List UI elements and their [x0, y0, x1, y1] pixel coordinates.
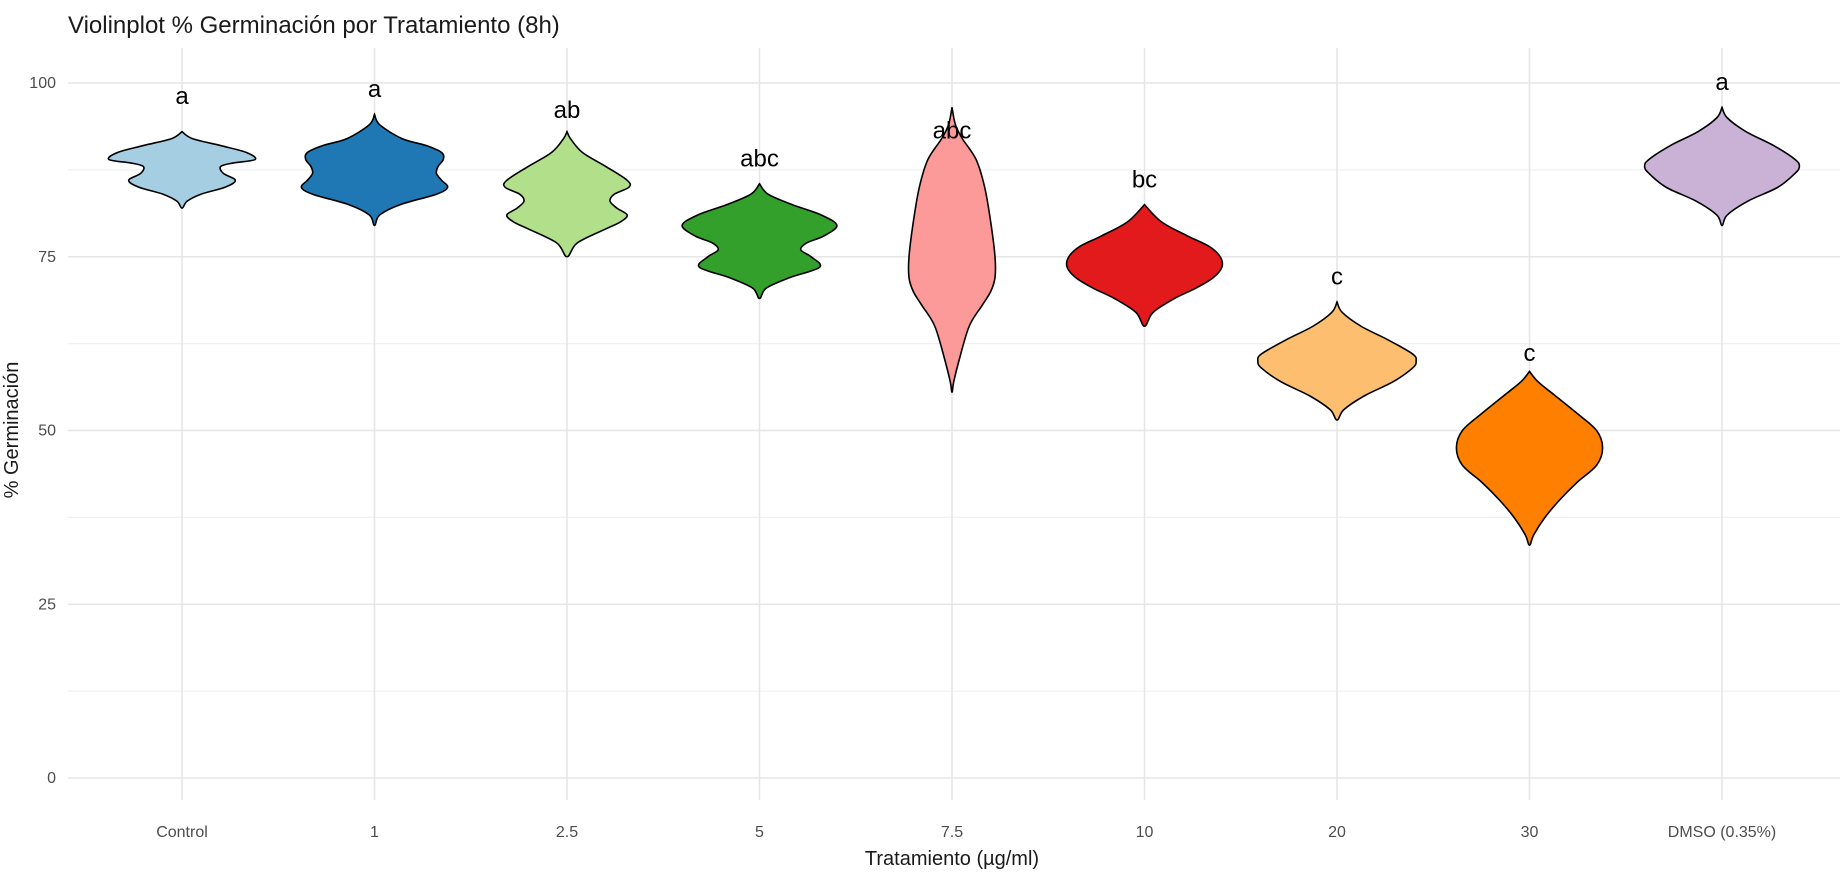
violins [107, 105, 1801, 546]
violin-10 [1065, 203, 1224, 328]
significance-letter: a [368, 76, 382, 103]
x-tick-label: 2.5 [556, 824, 578, 841]
x-tick-label: 30 [1521, 824, 1539, 841]
significance-letter: c [1331, 264, 1343, 291]
violin-1 [300, 112, 449, 227]
significance-letter: bc [1132, 166, 1157, 193]
violin-7-5 [907, 107, 997, 394]
y-tick-label: 50 [38, 423, 56, 440]
significance-letter: a [1715, 69, 1729, 96]
significance-letters: a a ab abc abc bc c c a [175, 69, 1729, 367]
x-tick-label: 20 [1328, 824, 1346, 841]
significance-letter: c [1524, 340, 1536, 367]
y-tick-label: 100 [29, 75, 56, 92]
x-tick-label: 10 [1136, 824, 1154, 841]
x-tick-label: 5 [755, 824, 764, 841]
violin-2-5 [502, 129, 632, 258]
x-tick-label: DMSO (0.35%) [1668, 824, 1776, 841]
y-axis-ticks: 0 25 50 75 100 [29, 75, 56, 787]
significance-letter: abc [740, 145, 779, 172]
violin-20 [1256, 300, 1418, 421]
significance-letter: a [175, 83, 189, 110]
y-tick-label: 75 [38, 249, 56, 266]
significance-letter: ab [554, 97, 581, 124]
x-axis-title: Tratamiento (µg/ml) [865, 848, 1039, 870]
y-axis-title: % Germinación [1, 362, 23, 499]
x-tick-label: Control [156, 824, 208, 841]
violin-control [107, 130, 257, 209]
y-tick-label: 0 [47, 770, 56, 787]
violin-5 [681, 182, 838, 300]
violin-30 [1455, 370, 1604, 546]
x-axis-ticks: Control 1 2.5 5 7.5 10 20 30 DMSO (0.35%) [156, 824, 1776, 841]
x-tick-label: 1 [370, 824, 379, 841]
chart-title: Violinplot % Germinación por Tratamiento… [68, 12, 560, 39]
significance-letter: abc [933, 118, 972, 145]
violin-dmso-0-35 [1643, 105, 1801, 227]
y-tick-label: 25 [38, 596, 56, 613]
x-tick-label: 7.5 [941, 824, 963, 841]
